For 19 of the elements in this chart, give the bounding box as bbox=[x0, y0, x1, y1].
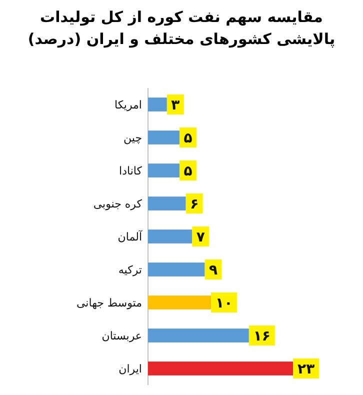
data-label: ۱۶ bbox=[253, 328, 270, 344]
chart-title: مقایسه سهم نفت کوره از کل تولیدات پالایشی کشورهای مختلف و ایران (درصد) bbox=[26, 7, 336, 50]
data-label: ۵ bbox=[184, 130, 193, 146]
y-tick-label: کانادا bbox=[119, 164, 143, 178]
data-label: ۱۰ bbox=[216, 296, 233, 312]
y-tick-label: چین bbox=[124, 132, 142, 144]
y-tick-label: ترکیه bbox=[118, 264, 142, 276]
data-label: ۵ bbox=[184, 164, 193, 180]
y-tick-label: امریکا bbox=[114, 98, 142, 112]
y-tick-label: عربستان bbox=[102, 330, 142, 342]
data-label: ۳ bbox=[171, 98, 180, 114]
y-tick-label: متوسط جهانی bbox=[76, 296, 142, 310]
y-tick-label: ایران bbox=[118, 362, 142, 376]
data-label: ۷ bbox=[196, 230, 206, 246]
y-tick-label: کره جنوبی bbox=[93, 198, 143, 210]
data-label: ۲۳ bbox=[298, 362, 316, 378]
data-label: ۹ bbox=[209, 262, 218, 278]
y-tick-label: آلمان bbox=[118, 230, 143, 244]
data-label: ۶ bbox=[190, 196, 199, 212]
